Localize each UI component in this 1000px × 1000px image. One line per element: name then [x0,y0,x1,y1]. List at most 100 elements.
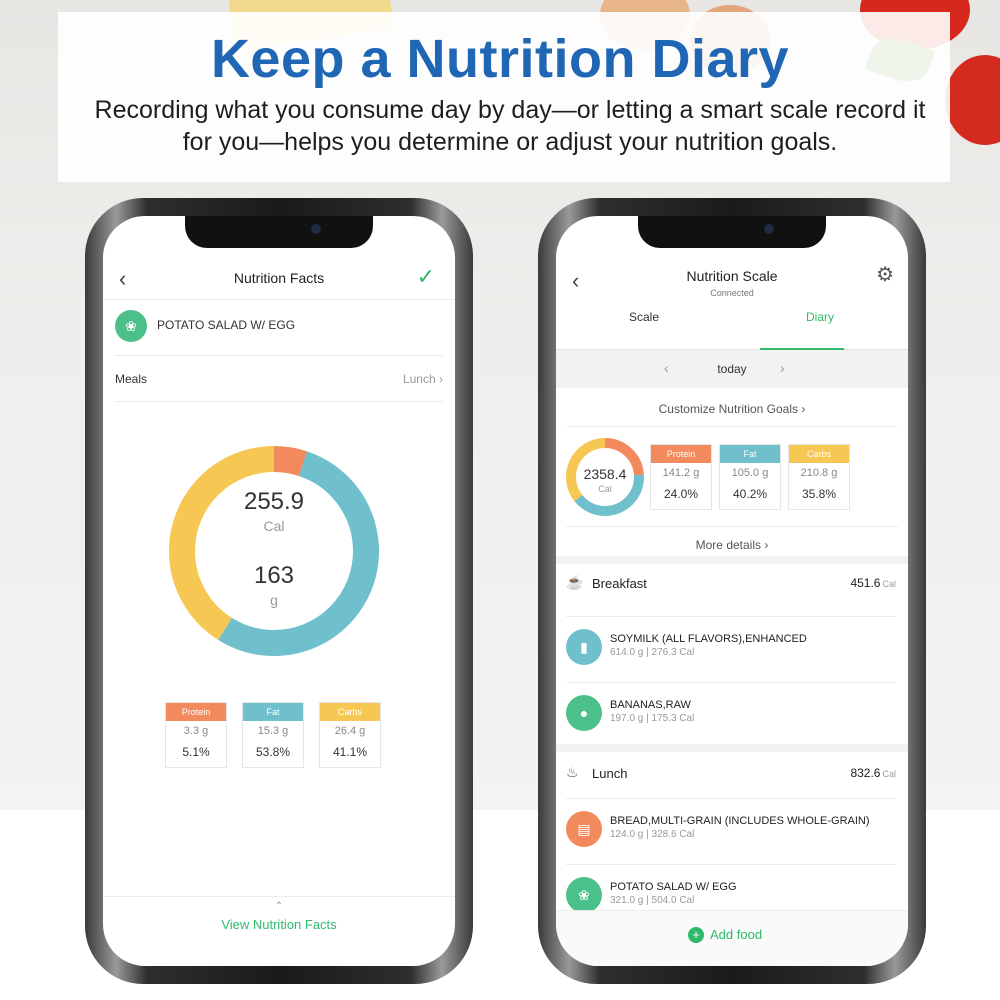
weight-unit: g [270,592,278,608]
divider [566,526,898,527]
macro-donut-chart: 255.9 Cal 163 g [169,446,379,656]
nutrition-facts-screen: ‹ Nutrition Facts ✓ ❀ POTATO SALAD W/ EG… [103,216,455,966]
food-row: ❀ POTATO SALAD W/ EGG [115,302,443,356]
carbs-grams: 210.8 g [800,467,838,479]
plus-icon: + [688,927,704,943]
chevron-left-icon[interactable]: ‹ [664,360,669,376]
meals-value-wrap: Lunch › [403,372,443,386]
more-details-label: More details [695,538,762,552]
chevron-up-icon: ⌃ [274,901,284,912]
protein-percent: 24.0% [663,487,699,501]
calories-value: 255.9 [243,488,305,515]
protein-percent: 5.1% [182,745,210,759]
item-name: POTATO SALAD W/ EGG [610,881,737,893]
chevron-right-icon[interactable]: › [780,360,785,376]
section-gap [556,556,908,564]
item-detail: 124.0 g | 328.6 Cal [610,829,695,840]
salad-icon: ❀ [115,310,147,342]
notch [185,216,373,248]
nav-bar: ‹ Nutrition Scale Connected ⚙ Scale Diar… [556,260,908,350]
protein-box: Protein 141.2 g 24.0% [650,444,712,510]
back-chevron-icon[interactable]: ‹ [119,266,127,291]
more-details-link[interactable]: More details › [556,538,908,552]
salad-icon: ❀ [566,877,602,913]
meal-calories: 832.6 Cal [850,766,896,780]
item-detail: 197.0 g | 175.3 Cal [610,713,695,724]
fat-label: Fat [720,445,780,463]
item-name: BANANAS,RAW [610,699,691,711]
day-selector: ‹ today › [556,350,908,388]
check-icon[interactable]: ✓ [416,264,435,289]
section-gap [556,744,908,752]
item-detail: 321.0 g | 504.0 Cal [610,895,695,906]
diary-screen: ‹ Nutrition Scale Connected ⚙ Scale Diar… [556,216,908,966]
gear-icon[interactable]: ⚙ [876,264,894,286]
donut-center: 255.9 Cal 163 g [169,446,379,656]
bread-icon: ▤ [566,811,602,847]
carbs-segment [566,438,644,516]
screen-title: Nutrition Scale [686,268,778,284]
list-item[interactable]: ▤ BREAD,MULTI-GRAIN (INCLUDES WHOLE-GRAI… [566,798,896,860]
camera-icon [311,224,321,234]
total-calories: 2358.4 [583,466,627,482]
chevron-right-icon: › [801,402,806,416]
tab-diary[interactable]: Diary [805,310,834,324]
chevron-right-icon: › [764,538,769,552]
carbs-label: Carbs [320,703,380,721]
list-item[interactable]: ❀ POTATO SALAD W/ EGG 321.0 g | 504.0 Ca… [566,864,896,926]
meal-calories: 451.6 Cal [850,576,896,590]
weight-value: 163 [253,562,295,589]
fat-percent: 40.2% [732,487,768,501]
carbs-box: Carbs 26.4 g 41.1% [319,702,381,768]
camera-icon [764,224,774,234]
fat-grams: 15.3 g [257,725,289,737]
carbs-segment [169,446,379,656]
carbs-grams: 26.4 g [334,725,366,737]
tab-scale[interactable]: Scale [628,310,660,324]
total-calories-unit: Cal [598,484,612,494]
item-name: SOYMILK (ALL FLAVORS),ENHANCED [610,633,807,645]
add-food-bar[interactable]: + Add food [556,910,908,966]
phone-right: ‹ Nutrition Scale Connected ⚙ Scale Diar… [538,198,926,984]
calories-unit: Cal [263,518,285,534]
carbs-box: Carbs 210.8 g 35.8% [788,444,850,510]
carbs-percent: 41.1% [332,745,368,759]
customize-goals-link[interactable]: Customize Nutrition Goals › [556,402,908,416]
active-tab-indicator [760,348,844,350]
meal-calories-value: 451.6 [850,576,881,590]
customize-goals-label: Customize Nutrition Goals [658,402,799,416]
add-food-button[interactable]: Add food [710,927,763,942]
lunch-icon: ♨ [566,764,579,780]
meals-selector[interactable]: Meals Lunch › [115,356,443,402]
macro-boxes: Protein 3.3 g 5.1% Fat 15.3 g 53.8% Carb… [165,702,385,772]
food-name: POTATO SALAD W/ EGG [157,318,296,332]
list-item[interactable]: ● BANANAS,RAW 197.0 g | 175.3 Cal [566,682,896,744]
meal-calories-value: 832.6 [850,766,881,780]
fat-segment [566,438,644,516]
meal-calories-unit: Cal [882,579,896,589]
carbs-label: Carbs [789,445,849,463]
protein-grams: 141.2 g [662,467,700,479]
milk-icon: ▮ [566,629,602,665]
meals-label: Meals [115,372,148,386]
back-chevron-icon[interactable]: ‹ [572,268,580,293]
breakfast-icon: ☕ [566,574,584,590]
view-nutrition-facts-link[interactable]: View Nutrition Facts [221,917,337,932]
connection-status: Connected [710,288,754,298]
meal-header-breakfast[interactable]: ☕ Breakfast 451.6 Cal [566,564,896,604]
donut-svg [169,446,379,656]
protein-box: Protein 3.3 g 5.1% [165,702,227,768]
fruit-icon: ● [566,695,602,731]
summary-donut-chart [566,438,644,516]
meal-calories-unit: Cal [882,769,896,779]
header-panel [58,12,950,182]
fat-box: Fat 105.0 g 40.2% [719,444,781,510]
page-subtitle: Recording what you consume day by day—or… [94,96,926,156]
list-item[interactable]: ▮ SOYMILK (ALL FLAVORS),ENHANCED 614.0 g… [566,616,896,678]
item-detail: 614.0 g | 276.3 Cal [610,647,695,658]
fat-percent: 53.8% [255,745,291,759]
meal-header-lunch[interactable]: ♨ Lunch 832.6 Cal [566,754,896,794]
chevron-right-icon: › [439,372,443,386]
daily-summary: Customize Nutrition Goals › 2358.4 Cal P… [556,388,908,556]
carbs-percent: 35.8% [801,487,837,501]
